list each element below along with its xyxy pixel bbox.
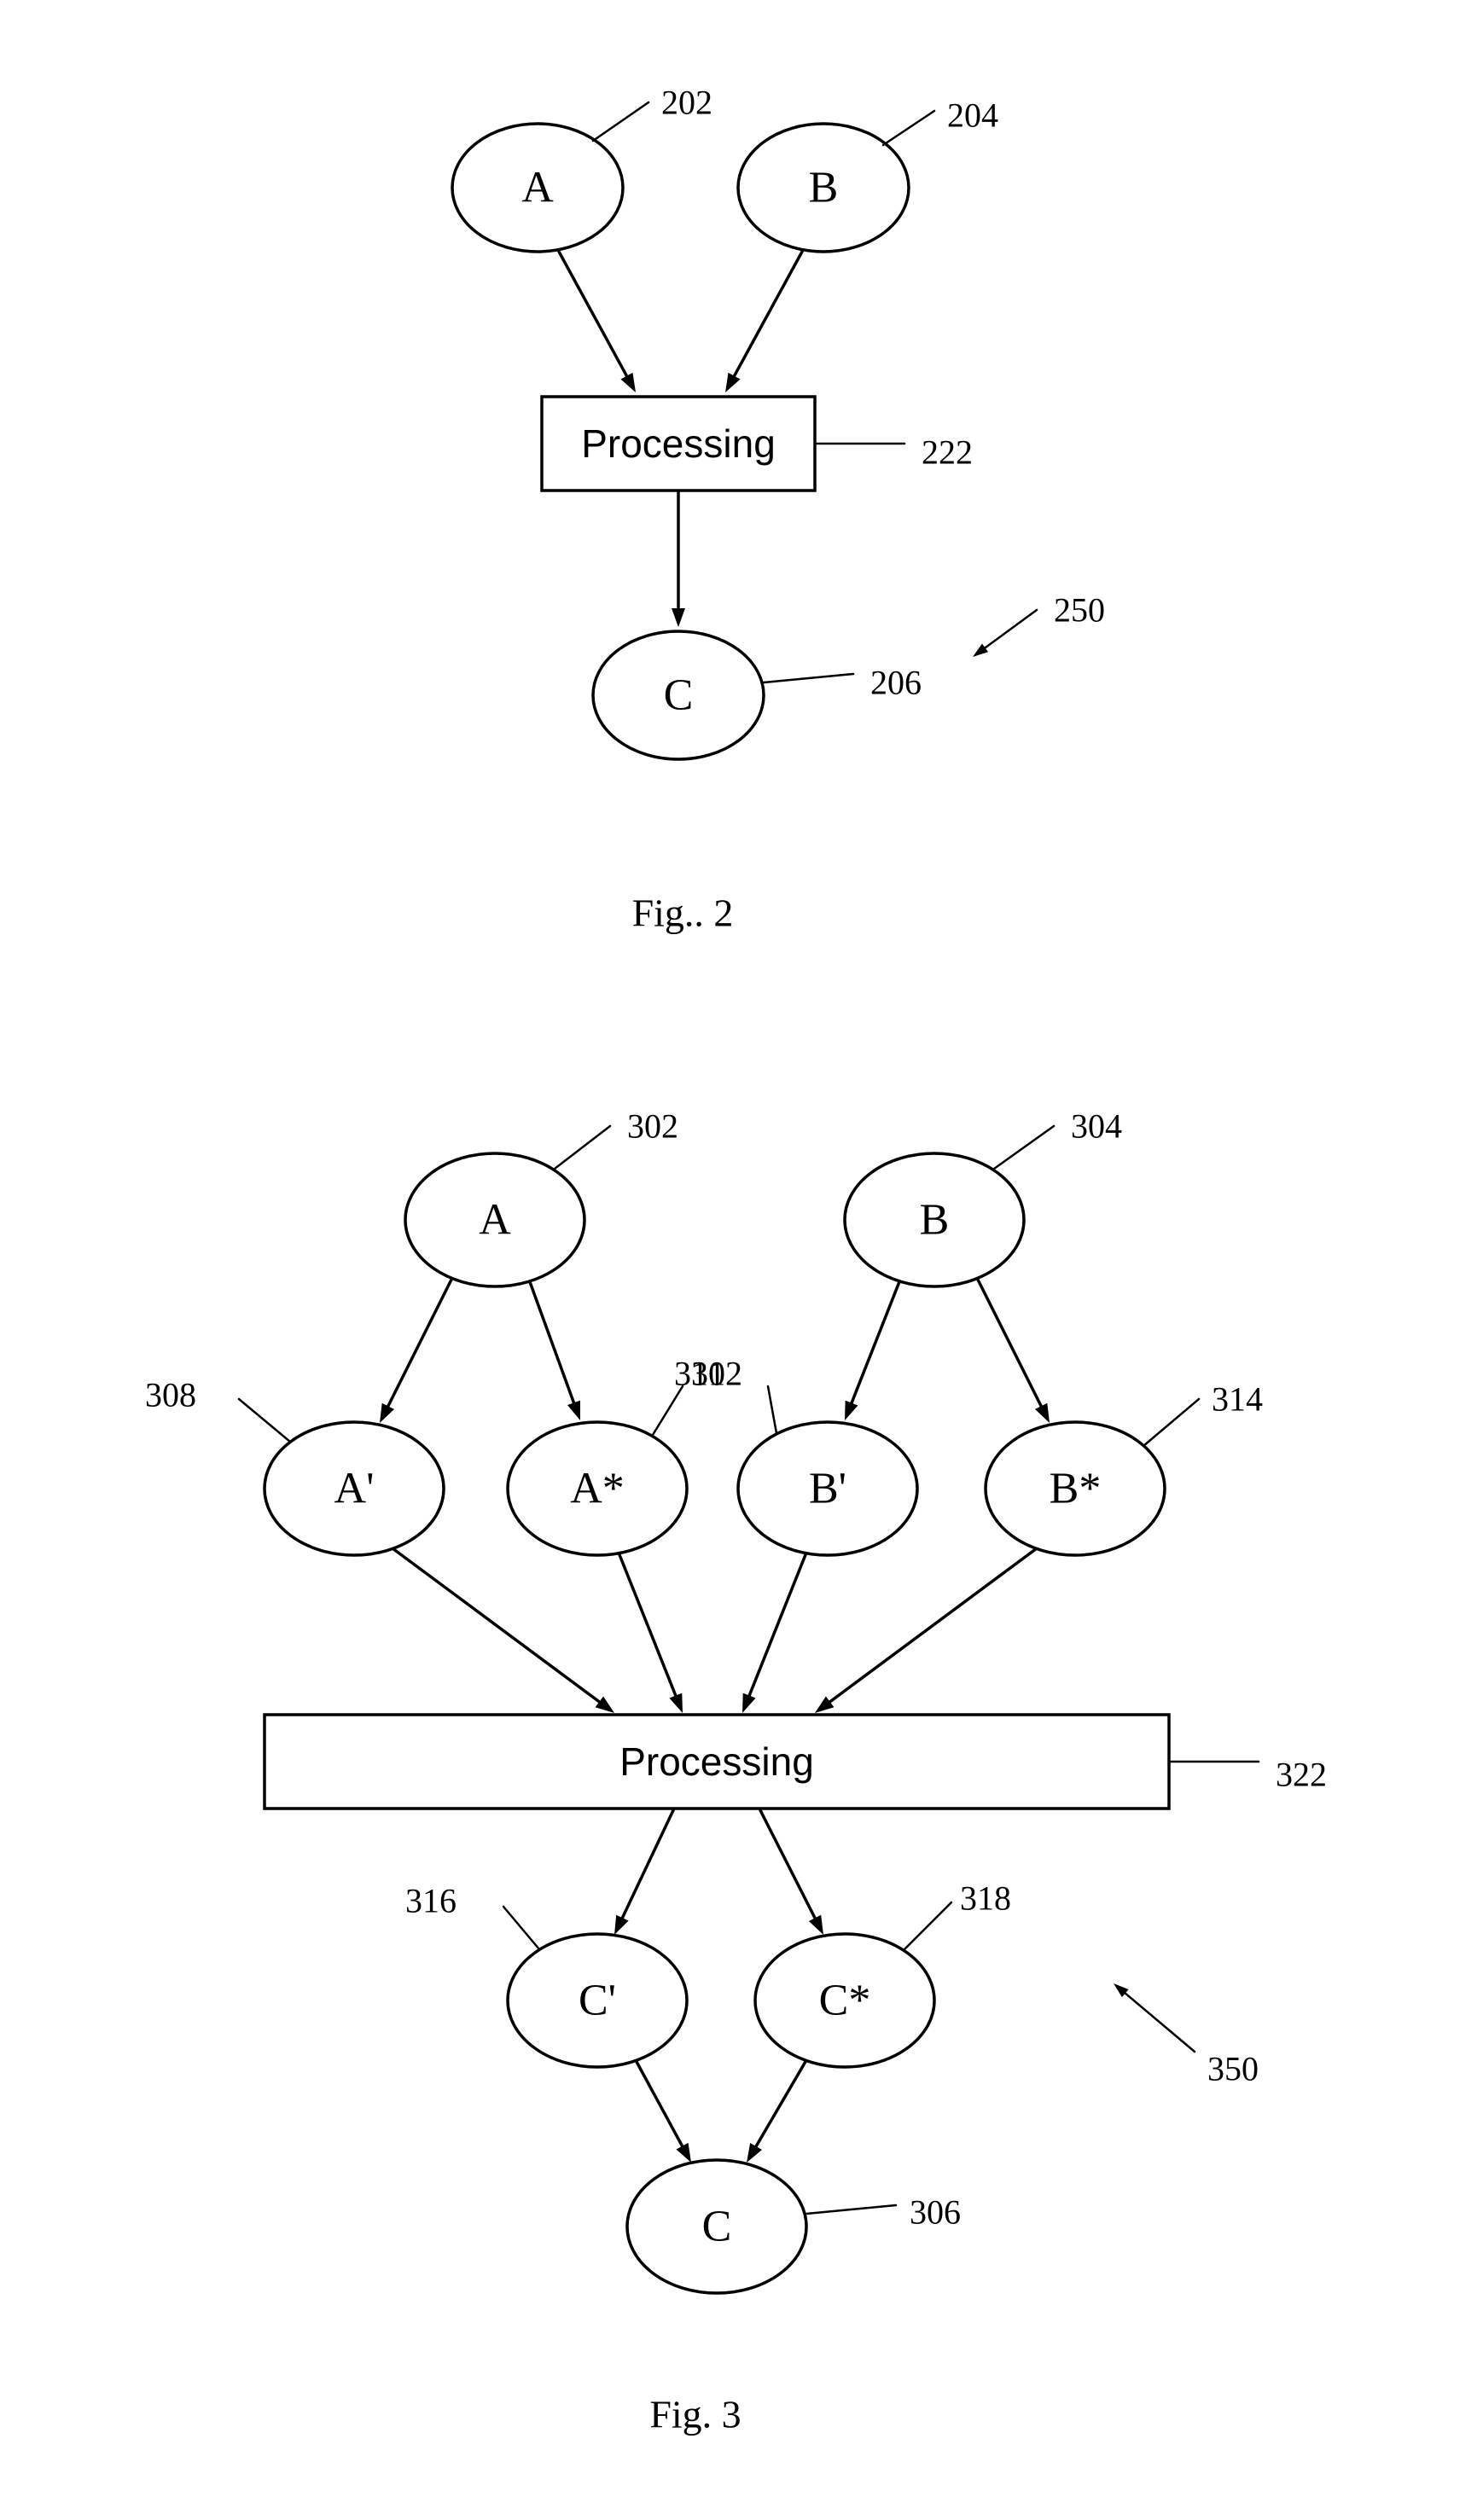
node-C: C 206 xyxy=(593,631,922,759)
figure2: A 202 B 204 Processing 222 C 206 250 Fig.. 2 xyxy=(452,84,1105,935)
node-label: Processing xyxy=(581,421,776,466)
ref-label: 312 xyxy=(691,1355,742,1393)
ref-label: 202 xyxy=(661,84,712,122)
figure3-nodes: A302B304A'308A*310B'312B*314Processing32… xyxy=(145,1107,1327,2294)
ref-label: 206 xyxy=(870,664,922,702)
node-label: B xyxy=(809,164,839,212)
figure2-caption: Fig.. 2 xyxy=(632,891,734,935)
diagram-canvas: A 202 B 204 Processing 222 C 206 250 Fig.. 2 A 302 B… xyxy=(0,0,1483,2520)
ref-label: 314 xyxy=(1212,1380,1263,1419)
ref-label: 204 xyxy=(947,96,998,135)
ref-label: 306 xyxy=(910,2193,961,2232)
ref-label: 316 xyxy=(405,1882,457,1920)
node-Bp: B' 312 xyxy=(691,1355,917,1556)
figure3-ref-label: 350 xyxy=(1207,2050,1259,2088)
node-label: C* xyxy=(819,1977,871,2025)
node-Proc: Processing 322 xyxy=(265,1715,1327,1809)
node-label: A' xyxy=(334,1465,375,1513)
node-Cp: C' 316 xyxy=(405,1882,687,2068)
figure3: A302B304A'308A*310B'312B*314Processing32… xyxy=(145,1107,1327,2436)
figure2-nodes: A 202 B 204 Processing 222 C 206 xyxy=(452,84,998,760)
node-label: B xyxy=(920,1196,950,1245)
figure3-caption: Fig. 3 xyxy=(649,2393,741,2436)
node-label: C' xyxy=(579,1977,616,2025)
ref-label: 304 xyxy=(1071,1107,1122,1146)
node-label: C xyxy=(664,671,694,720)
node-Bs: B* 314 xyxy=(986,1380,1263,1556)
node-B: B 304 xyxy=(845,1107,1122,1287)
node-C: C 306 xyxy=(627,2160,961,2293)
ref-label: 302 xyxy=(627,1107,678,1146)
node-Cs: C* 318 xyxy=(755,1879,1011,2068)
ref-label: 322 xyxy=(1276,1756,1327,1794)
node-label: C xyxy=(702,2203,732,2251)
node-A: A 202 xyxy=(452,84,712,253)
node-label: A xyxy=(479,1196,511,1245)
figure2-ref-label: 250 xyxy=(1054,591,1105,630)
ref-label: 308 xyxy=(145,1376,196,1414)
node-Proc: Processing 222 xyxy=(542,397,973,491)
node-label: B* xyxy=(1050,1465,1102,1513)
node-B: B 204 xyxy=(738,96,998,253)
node-label: A* xyxy=(570,1465,625,1513)
ref-label: 222 xyxy=(922,433,973,472)
ref-label: 318 xyxy=(960,1879,1011,1918)
node-label: Processing xyxy=(619,1739,814,1784)
node-A: A 302 xyxy=(405,1107,678,1287)
node-Ap: A' 308 xyxy=(145,1376,444,1556)
node-label: B' xyxy=(809,1465,846,1513)
node-label: A xyxy=(521,164,554,212)
